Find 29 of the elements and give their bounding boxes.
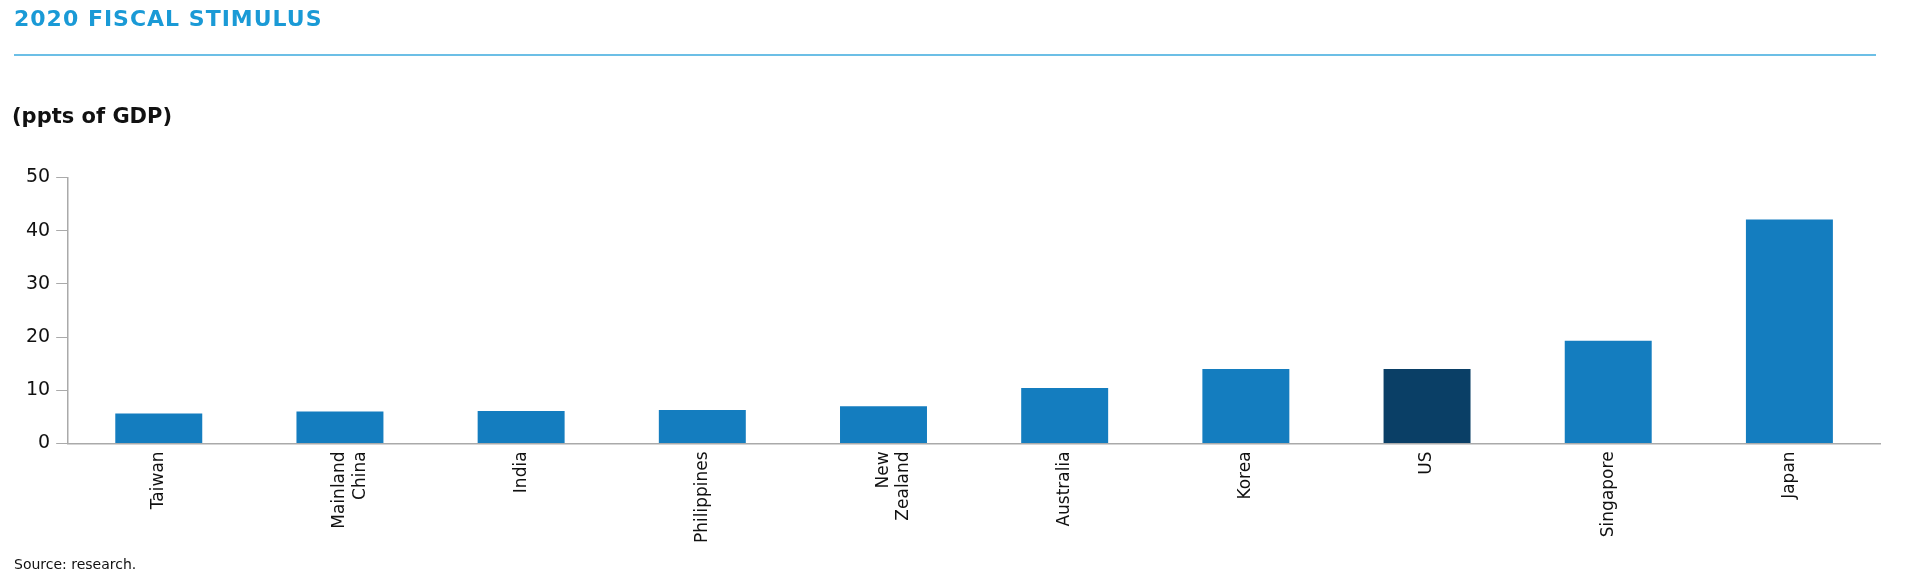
bar [1564,340,1652,443]
bar [840,406,927,443]
bar [115,413,203,443]
bar [477,410,565,443]
x-tick-label: Philippines [690,451,711,543]
source-note: Source: research. [14,556,137,572]
x-tick-label: Korea [1234,451,1255,500]
x-tick-label: Taiwan [147,451,168,511]
bar [296,411,384,443]
bar [1021,388,1109,443]
bar [1383,368,1471,443]
bar [1202,368,1290,443]
x-tick-label: Japan [1777,451,1798,500]
y-tick-label: 50 [25,164,51,187]
bar [1745,219,1833,443]
x-tick-label: Singapore [1596,451,1617,538]
x-tick-label: Mainland China [328,451,369,529]
y-tick-label: 20 [25,323,51,346]
y-tick-label: 30 [25,270,51,293]
x-tick-label: US [1415,451,1436,475]
y-tick-label: 10 [25,377,51,400]
y-axis-title: (ppts of GDP) [12,104,173,128]
x-tick-label: Australia [1053,451,1074,527]
y-tick-label: 0 [38,430,51,453]
chart-title: 2020 FISCAL STIMULUS [14,6,323,31]
x-tick-label: India [509,451,530,494]
x-tick-label: New Zealand [871,451,913,521]
bar [658,409,746,443]
y-tick-label: 40 [25,217,51,240]
